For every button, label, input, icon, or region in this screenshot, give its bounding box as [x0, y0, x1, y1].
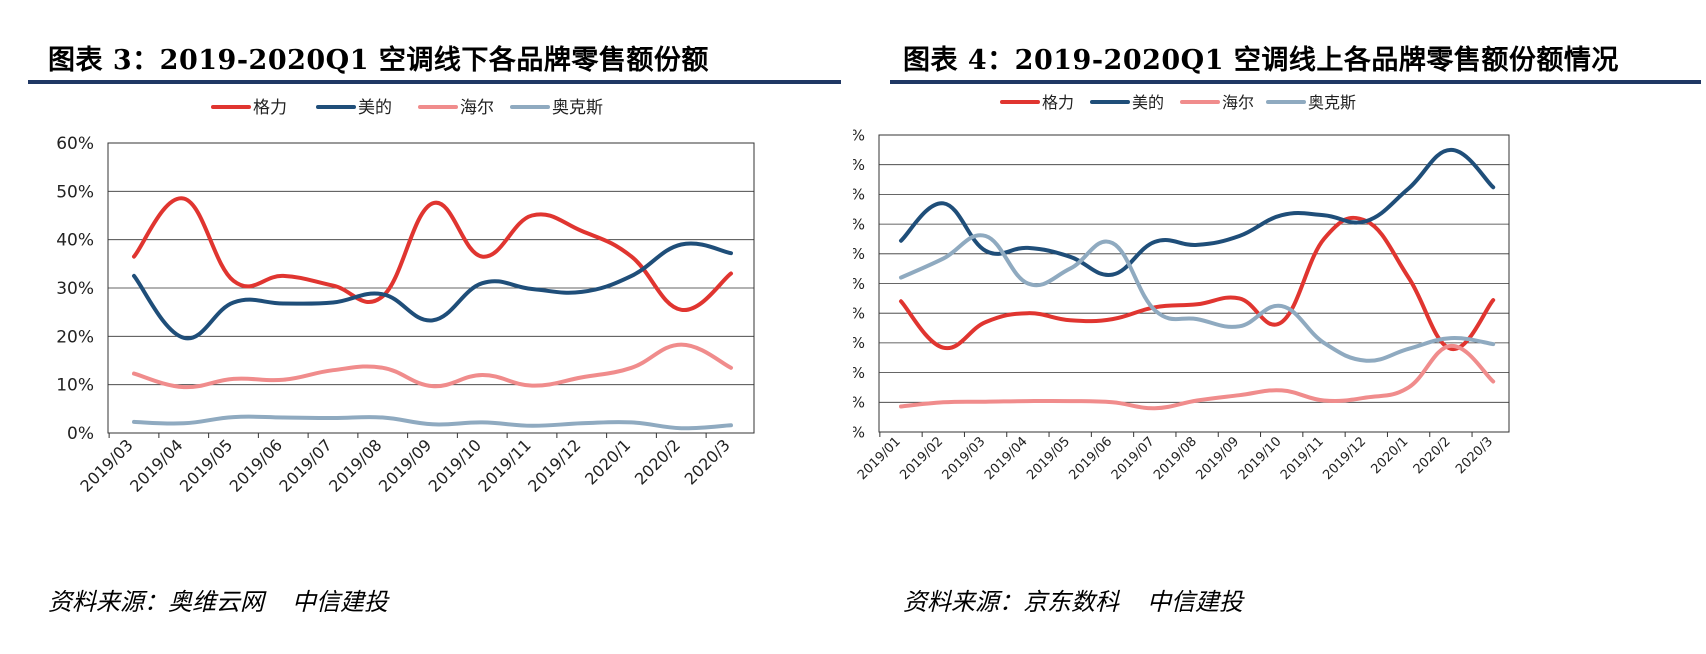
source-name: 奥维云网 [168, 588, 264, 616]
title-rule [890, 80, 1701, 84]
title-rule [28, 80, 841, 84]
source-author: 中信建投 [292, 588, 388, 616]
y-tick-label: 15% [853, 334, 865, 352]
legend-label: 海尔 [460, 98, 494, 118]
source-author: 中信建投 [1147, 588, 1243, 616]
plot-frame [878, 134, 1510, 433]
legend-label: 格力 [1042, 93, 1074, 112]
x-tick-label: 2019/08 [1151, 434, 1200, 483]
x-tick-label: 2019/08 [325, 435, 385, 495]
x-tick-label: 2019/05 [176, 435, 236, 495]
y-tick-label: 30% [56, 279, 94, 299]
series-line-4 [132, 414, 733, 431]
source-note: 资料来源：奥维云网 中信建投 [48, 582, 388, 617]
x-tick-label: 2019/04 [126, 435, 186, 495]
y-tick-label: 30% [853, 245, 865, 263]
x-tick-label: 2019/07 [1109, 434, 1158, 483]
y-tick-label: 10% [853, 364, 865, 382]
legend-label: 奥克斯 [1308, 93, 1356, 112]
y-tick-label: 40% [853, 186, 865, 204]
series-line-3 [899, 343, 1496, 411]
offline-share-line-chart: 0%10%20%30%40%50%60%2019/032019/042019/0… [56, 98, 755, 496]
x-tick-label: 2020/2 [631, 435, 684, 488]
source-note: 资料来源：京东数科 中信建投 [903, 582, 1243, 617]
x-tick-label: 2019/09 [375, 435, 435, 495]
y-tick-label: 60% [56, 134, 94, 154]
y-tick-label: 20% [56, 327, 94, 347]
x-tick-label: 2019/01 [855, 434, 904, 483]
y-tick-label: 25% [853, 275, 865, 293]
x-tick-label: 2019/06 [226, 435, 286, 495]
series-line-2 [899, 147, 1496, 277]
x-tick-label: 2019/10 [425, 435, 485, 495]
y-tick-label: 20% [853, 304, 865, 322]
x-tick-label: 2019/03 [76, 435, 136, 495]
y-tick-label: 0% [67, 424, 94, 444]
legend-label: 格力 [253, 98, 287, 118]
x-tick-label: 2019/03 [940, 434, 989, 483]
series-line-1 [132, 196, 733, 312]
y-tick-label: 40% [56, 231, 94, 251]
x-tick-label: 2019/07 [275, 435, 335, 495]
x-tick-label: 2020/3 [1453, 434, 1496, 477]
legend-label: 美的 [1132, 93, 1164, 112]
chart-title: 图表 4：2019-2020Q1 空调线上各品牌零售额份额情况 [903, 45, 1619, 76]
x-tick-label: 2019/11 [1278, 434, 1327, 483]
y-tick-label: 45% [853, 156, 865, 174]
series-line-4 [899, 233, 1496, 363]
x-tick-label: 2019/12 [524, 435, 584, 495]
x-tick-label: 2019/09 [1193, 434, 1242, 483]
x-tick-label: 2019/05 [1024, 434, 1073, 483]
x-tick-label: 2020/2 [1411, 434, 1454, 477]
x-tick-label: 2020/1 [1368, 434, 1411, 477]
plot-frame [107, 142, 755, 434]
online-share-line-chart: 0%5%10%15%20%25%30%35%40%45%50%2019/0120… [853, 93, 1510, 483]
x-tick-label: 2020/3 [681, 435, 734, 488]
legend-label: 美的 [358, 98, 392, 118]
right-chart-panel: 图表 4：2019-2020Q1 空调线上各品牌零售额份额情况 0% 5% 10% 1… [853, 0, 1706, 654]
series-line-1 [899, 215, 1496, 351]
y-tick-label: 0% [853, 423, 865, 441]
source-name: 京东数科 [1023, 588, 1119, 616]
series-line-3 [132, 342, 733, 390]
left-chart-panel: 图表 3：2019-2020Q1 空调线下各品牌零售额份额 0% 10% 20% 30… [28, 45, 841, 617]
series-line-2 [132, 241, 733, 341]
y-tick-label: 50% [56, 182, 94, 202]
x-tick-label: 2020/1 [581, 435, 634, 488]
legend-label: 奥克斯 [552, 98, 603, 118]
y-tick-label: 35% [853, 215, 865, 233]
x-tick-label: 2019/06 [1067, 434, 1116, 483]
chart-title: 图表 3：2019-2020Q1 空调线下各品牌零售额份额 [48, 45, 709, 76]
y-tick-label: 50% [853, 126, 865, 144]
x-tick-label: 2019/04 [982, 434, 1031, 483]
source-prefix: 资料来源： [48, 588, 168, 616]
x-tick-label: 2019/11 [474, 435, 534, 495]
legend-label: 海尔 [1222, 93, 1254, 112]
y-tick-label: 5% [853, 394, 865, 412]
y-tick-label: 10% [56, 376, 94, 396]
x-tick-label: 2019/02 [897, 434, 946, 483]
x-tick-label: 2019/12 [1320, 434, 1369, 483]
source-prefix: 资料来源： [903, 588, 1023, 616]
x-tick-label: 2019/10 [1236, 434, 1285, 483]
